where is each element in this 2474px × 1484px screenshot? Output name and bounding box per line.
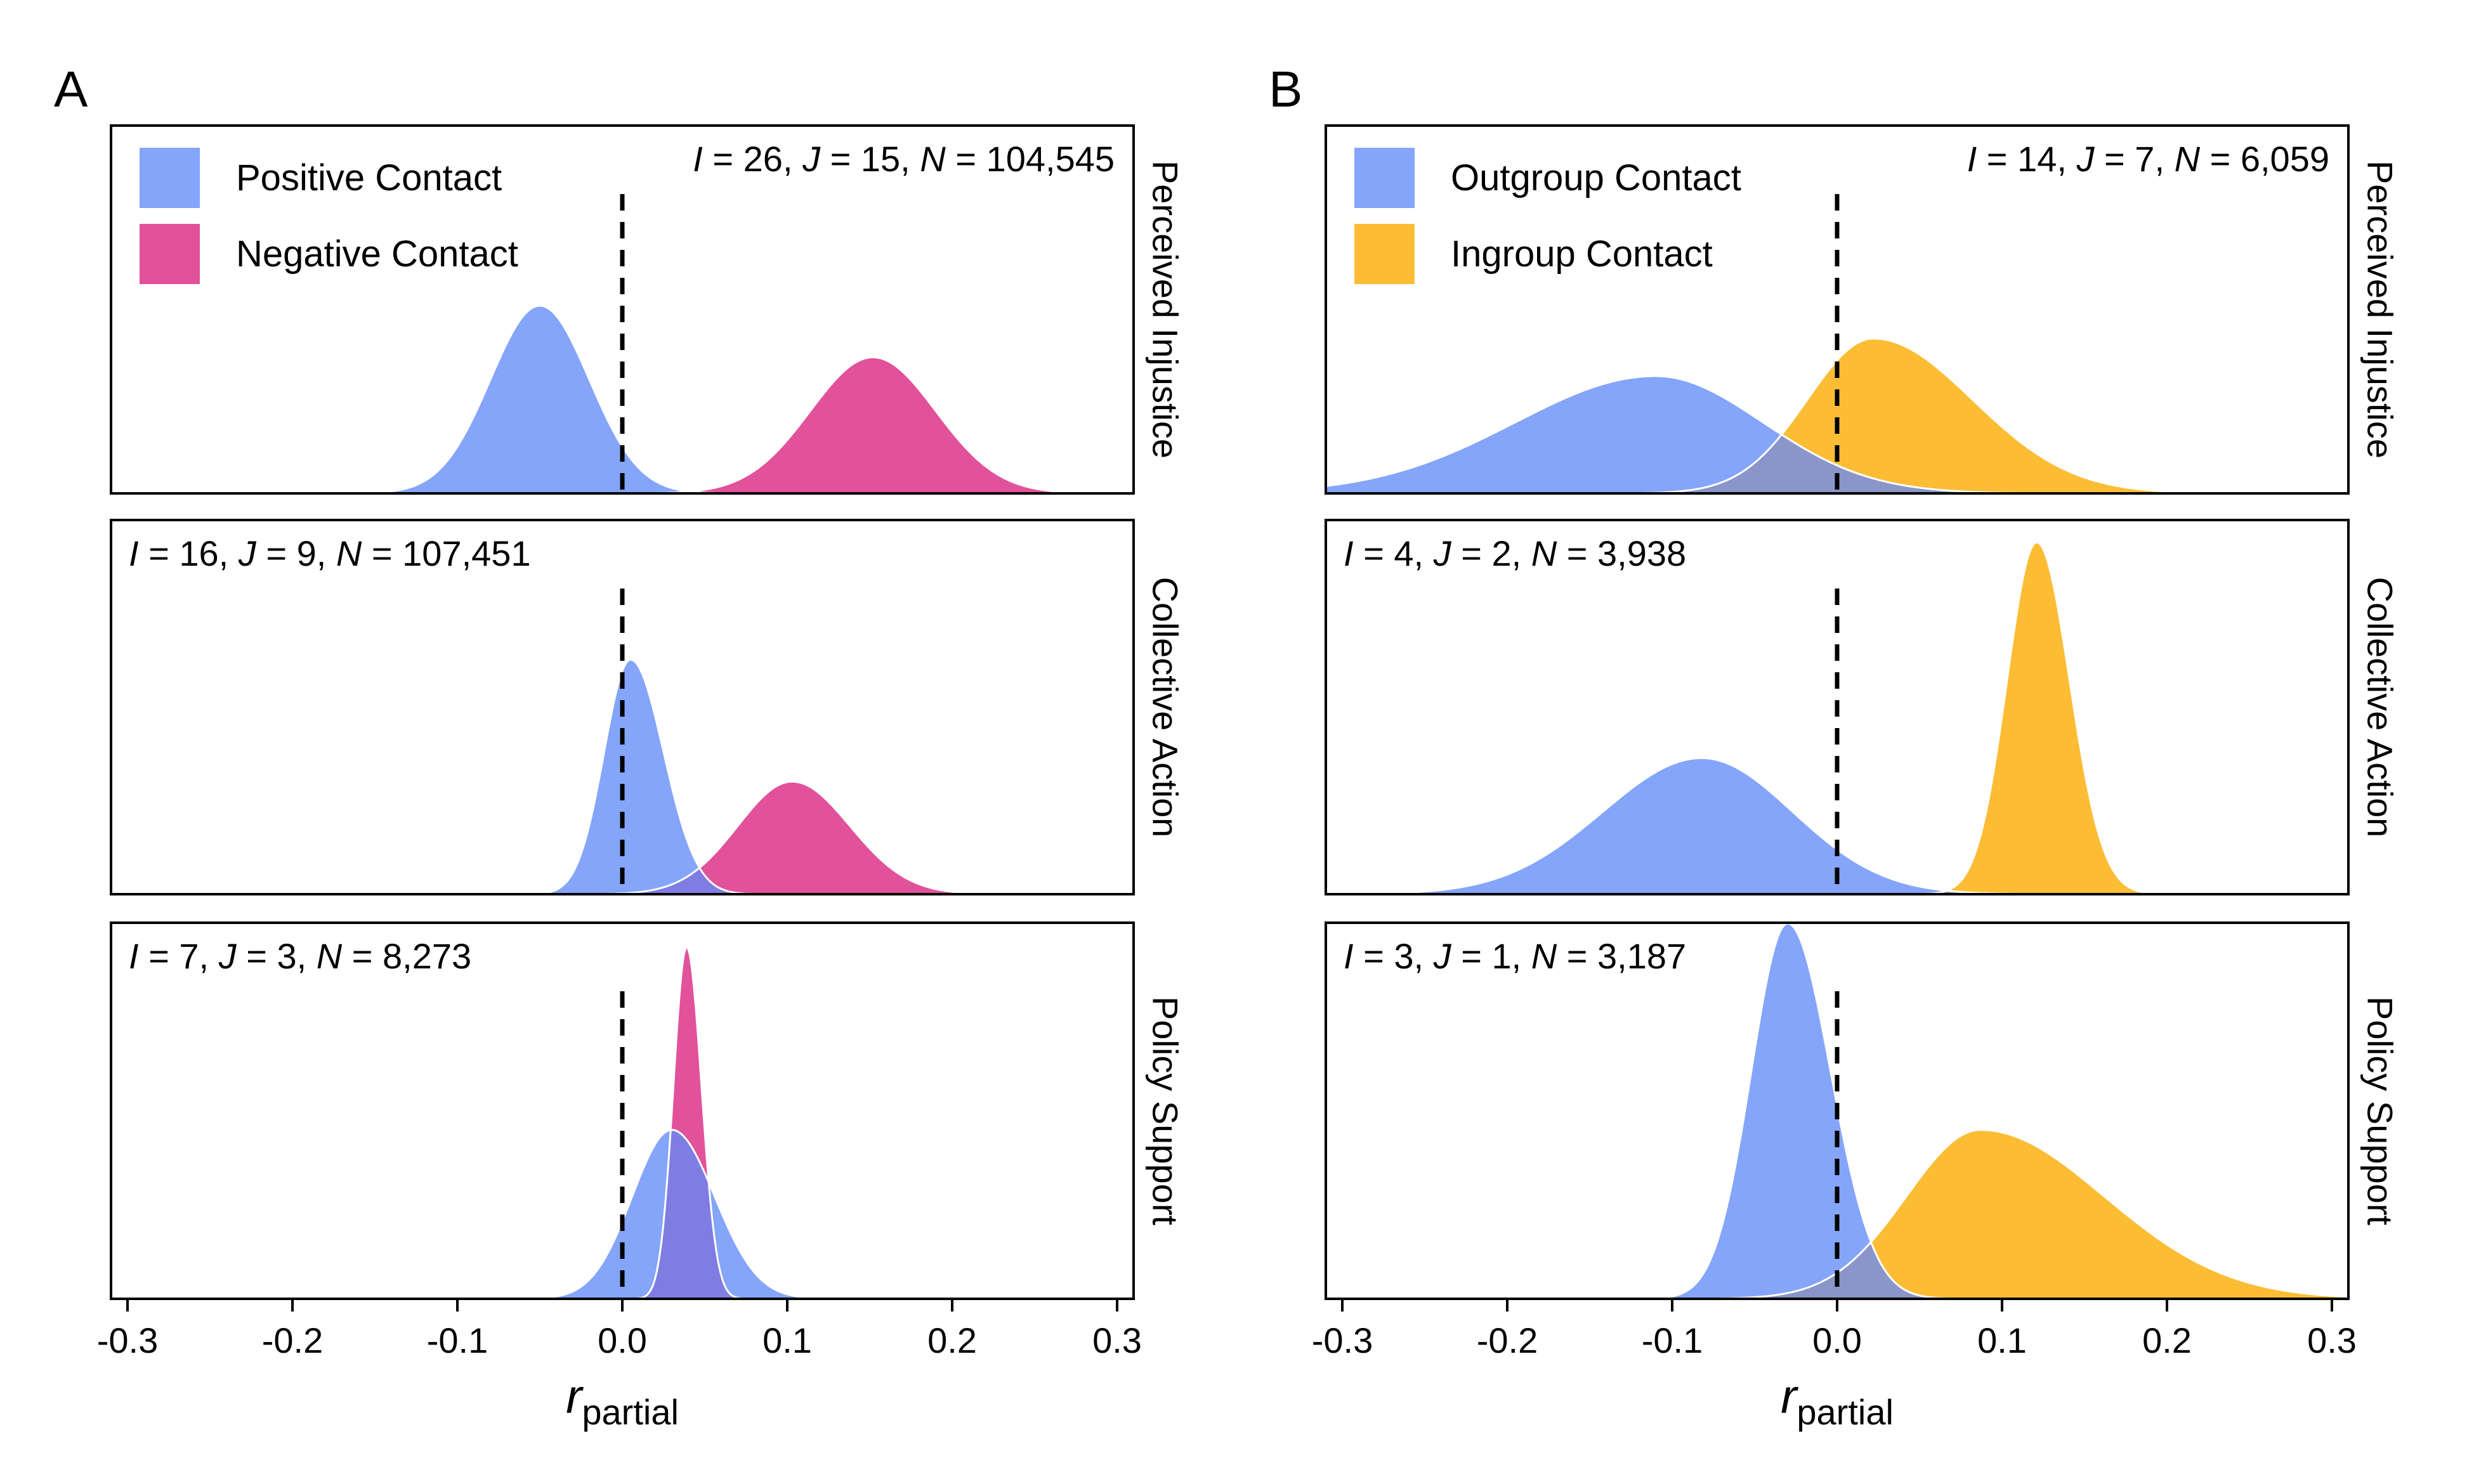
facet-policy-support: Policy Support I = 3, J = 1, N = 3,187	[1325, 921, 2400, 1300]
facet-policy-support: Policy Support I = 7, J = 3, N = 8,273	[110, 921, 1186, 1300]
legend-swatch	[140, 148, 200, 208]
facet-perceived-injustice: Perceived Injustice I = 26, J = 15, N = 1…	[110, 124, 1186, 495]
density-overlap	[1326, 1243, 2348, 1299]
x-axis-title-main: r	[1781, 1370, 1798, 1424]
sample-stats: I = 3, J = 1, N = 3,187	[1344, 936, 1686, 976]
x-axis-title-sub: partial	[582, 1392, 679, 1432]
facet-label: Collective Action	[1146, 577, 1186, 838]
density-area-positive-contact	[111, 1129, 1134, 1299]
facet-collective-action: Collective Action I = 16, J = 9, N = 107,…	[110, 519, 1186, 895]
sample-stats: I = 16, J = 9, N = 107,451	[129, 533, 531, 573]
x-tick-label: 0.2	[2142, 1320, 2192, 1360]
x-tick-label: 0.3	[2307, 1320, 2357, 1360]
density-area-negative-contact	[111, 357, 1134, 493]
sample-stats: I = 26, J = 15, N = 104,545	[693, 139, 1115, 179]
density-area-ingroup-contact	[1326, 338, 2348, 493]
legend-entry: Ingroup Contact	[1451, 233, 1713, 275]
x-axis-title-sub: partial	[1797, 1392, 1894, 1432]
facet-frame	[110, 124, 1135, 495]
facet-label: Policy Support	[2360, 996, 2400, 1226]
density-outline	[111, 658, 1134, 894]
sample-stats: I = 7, J = 3, N = 8,273	[129, 936, 471, 976]
facet-label: Collective Action	[2360, 577, 2400, 838]
panel-b: B Perceived Injustice I = 14, J = 7, N = 6…	[1269, 61, 2400, 1432]
density-outline	[1326, 337, 2348, 493]
facet-frame	[1325, 124, 2350, 495]
density-area-outgroup-contact	[1326, 758, 2348, 894]
x-tick-label: -0.2	[262, 1320, 324, 1360]
x-axis-title: rpartial	[1781, 1370, 1894, 1432]
legend-swatch	[1354, 224, 1415, 284]
panel-label: A	[54, 61, 88, 117]
facet-label: Perceived Injustice	[2360, 160, 2400, 459]
legend-entry: Negative Contact	[236, 233, 518, 275]
x-tick-label: -0.2	[1477, 1320, 1538, 1360]
sample-stats: I = 14, J = 7, N = 6,059	[1967, 139, 2329, 179]
facet-perceived-injustice: Perceived Injustice I = 14, J = 7, N = 6,…	[1325, 124, 2400, 495]
legend-entry: Positive Contact	[236, 157, 502, 199]
legend-swatch	[1354, 148, 1415, 208]
facet-label: Perceived Injustice	[1146, 160, 1186, 459]
x-tick-label: 0.0	[1812, 1320, 1862, 1360]
density-area-negative-contact	[111, 781, 1134, 894]
facet-collective-action: Collective Action I = 4, J = 2, N = 3,938	[1325, 519, 2400, 895]
facet-frame	[1325, 519, 2350, 895]
x-tick-label: -0.3	[1312, 1320, 1373, 1360]
density-area-positive-contact	[111, 660, 1134, 894]
x-tick-label: 0.0	[598, 1320, 647, 1360]
density-outline	[1326, 375, 2348, 493]
legend-entry: Outgroup Contact	[1451, 157, 1741, 199]
density-area-outgroup-contact	[1326, 376, 2348, 493]
x-tick-label: -0.1	[1642, 1320, 1703, 1360]
panel-a: A Perceived Injustice I = 26, J = 15, N = …	[54, 61, 1186, 1432]
x-tick-label: -0.1	[427, 1320, 488, 1360]
facet-frame	[110, 519, 1135, 895]
density-area-ingroup-contact	[1326, 1129, 2348, 1299]
x-tick-label: 0.1	[762, 1320, 812, 1360]
x-axis-title: rpartial	[566, 1370, 679, 1432]
x-axis-title-main: r	[566, 1370, 584, 1424]
sample-stats: I = 4, J = 2, N = 3,938	[1344, 533, 1686, 573]
x-tick-label: 0.1	[1977, 1320, 2027, 1360]
legend-swatch	[140, 224, 200, 284]
x-tick-label: 0.3	[1092, 1320, 1142, 1360]
panel-label: B	[1269, 61, 1302, 117]
x-tick-label: 0.2	[927, 1320, 977, 1360]
facet-label: Policy Support	[1146, 996, 1186, 1226]
x-tick-label: -0.3	[97, 1320, 159, 1360]
